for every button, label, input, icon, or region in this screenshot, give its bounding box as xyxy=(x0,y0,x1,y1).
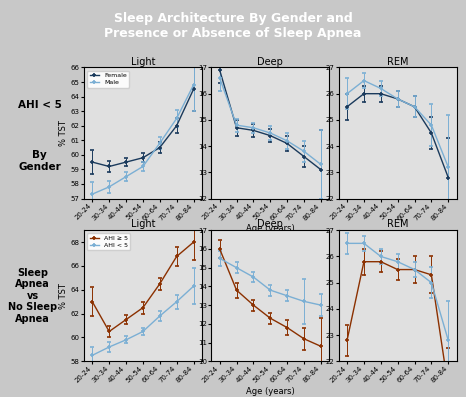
Legend: Female, Male: Female, Male xyxy=(87,71,129,88)
Text: Sleep
Apnea
vs
No Sleep
Apnea: Sleep Apnea vs No Sleep Apnea xyxy=(8,268,57,324)
Text: Sleep Architecture By Gender and
Presence or Absence of Sleep Apnea: Sleep Architecture By Gender and Presenc… xyxy=(104,12,362,40)
Legend: AHI ≥ 5, AHI < 5: AHI ≥ 5, AHI < 5 xyxy=(87,233,130,251)
Text: AHI < 5: AHI < 5 xyxy=(18,100,62,110)
Title: Light: Light xyxy=(130,220,155,229)
Title: Light: Light xyxy=(130,57,155,67)
Title: REM: REM xyxy=(387,57,408,67)
X-axis label: Age (years): Age (years) xyxy=(246,224,295,233)
Text: By
Gender: By Gender xyxy=(18,150,61,172)
X-axis label: Age (years): Age (years) xyxy=(246,387,295,396)
Title: REM: REM xyxy=(387,220,408,229)
Y-axis label: % TST: % TST xyxy=(59,283,68,309)
Title: Deep: Deep xyxy=(257,57,283,67)
Title: Deep: Deep xyxy=(257,220,283,229)
Y-axis label: % TST: % TST xyxy=(59,120,68,146)
